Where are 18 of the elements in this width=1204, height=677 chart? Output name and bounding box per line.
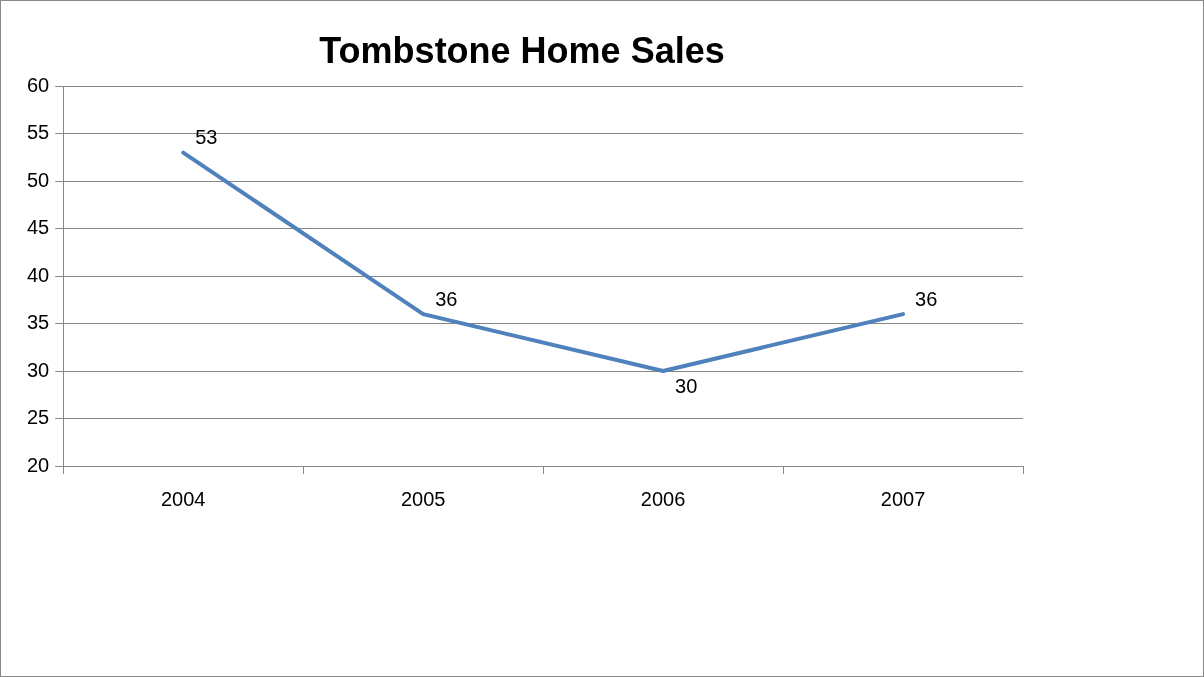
x-tick-label: 2007 (880, 487, 926, 510)
x-tick-label: 2005 (400, 487, 446, 510)
x-tick-label: 2004 (160, 487, 206, 510)
data-label: 53 (195, 126, 218, 149)
y-tick-label: 45 (27, 216, 50, 239)
y-tick-label: 60 (27, 73, 50, 96)
y-tick-label: 20 (27, 453, 50, 476)
y-tick-label: 30 (27, 358, 50, 381)
data-label: 36 (435, 287, 458, 310)
x-tick-label: 2006 (640, 487, 686, 510)
y-tick-label: 55 (27, 121, 50, 144)
y-tick-label: 50 (27, 168, 50, 191)
y-tick-label: 35 (27, 311, 50, 334)
chart-title: Tombstone Home Sales (319, 29, 725, 71)
data-label: 36 (915, 287, 938, 310)
data-label: 30 (675, 374, 698, 397)
y-tick-label: 25 (27, 406, 50, 429)
y-tick-label: 40 (27, 263, 50, 286)
